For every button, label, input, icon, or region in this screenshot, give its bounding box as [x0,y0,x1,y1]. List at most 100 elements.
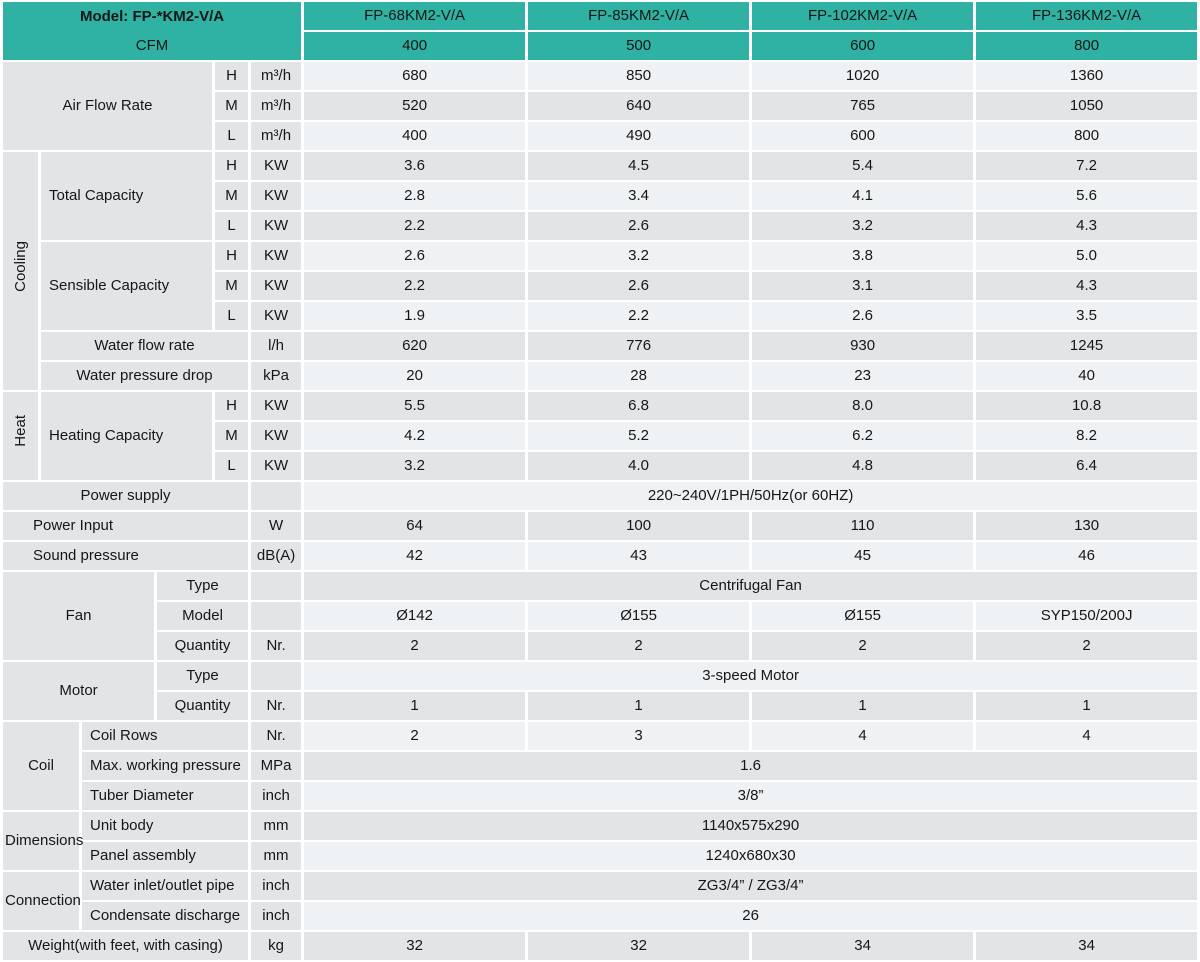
value-cell: 3.8 [752,242,974,270]
value-cell: 1245 [976,332,1198,360]
cfm-label: CFM [135,37,169,54]
value-cell: 3.2 [304,452,526,480]
row-label-coil-rows: Coil Rows [82,722,248,750]
table-row: Panel assembly mm 1240x680x30 [3,842,1198,870]
row-label-fan-quantity: Quantity [157,632,248,660]
row-label-panel-assembly: Panel assembly [82,842,248,870]
row-label-unit-body: Unit body [82,812,248,840]
unit-cell: mm [251,812,302,840]
value-cell: 10.8 [976,392,1198,420]
value-cell: 3.2 [752,212,974,240]
value-cell: 3.4 [528,182,750,210]
unit-cell-empty [251,482,302,510]
model-column-header: FP-68KM2-V/A [304,2,526,30]
table-row: Cooling Total Capacity H KW 3.6 4.5 5.4 … [3,152,1198,390]
value-cell: 5.5 [304,392,526,420]
value-cell-unit-body: 1140x575x290 [304,812,1198,840]
value-cell: 4.3 [976,212,1198,240]
row-label-sensible-capacity: Sensible Capacity [41,242,212,330]
section-label-motor: Motor [3,662,154,720]
unit-cell: kg [251,932,302,960]
value-cell: 1 [752,692,974,720]
value-cell: 4.0 [528,452,750,480]
speed-cell: M [215,422,248,450]
speed-cell: L [215,302,248,330]
row-label-power-input: Power Input [3,512,248,540]
unit-cell: kPa [251,362,302,390]
value-cell: 40 [976,362,1198,390]
value-cell: 6.8 [528,392,750,420]
value-cell: 520 [304,92,526,120]
value-cell: 680 [304,62,526,90]
unit-cell: KW [251,212,302,240]
value-cell: 2 [304,722,526,750]
cfm-value-cell: 600 [752,32,974,60]
unit-cell: KW [251,422,302,450]
value-cell: SYP150/200J [976,602,1198,630]
table-row: Water pressure drop kPa 20 28 23 40 [3,362,1198,390]
value-cell: 2 [976,632,1198,660]
table-row: Dimensions Unit body mm 1140x575x290 [3,812,1198,870]
cfm-value-cell: 500 [528,32,750,60]
value-cell: 23 [752,362,974,390]
value-cell: 800 [976,122,1198,150]
value-cell: 1360 [976,62,1198,90]
value-cell: 7.2 [976,152,1198,180]
table-row: Fan Type Centrifugal Fan [3,572,1198,660]
table-row: Power supply 220~240V/1PH/50Hz(or 60HZ) [3,482,1198,510]
value-cell: 640 [528,92,750,120]
row-label-power-supply: Power supply [3,482,248,510]
value-cell-motor-type: 3-speed Motor [304,662,1198,690]
value-cell: 28 [528,362,750,390]
value-cell: 110 [752,512,974,540]
row-label-tuber-diameter: Tuber Diameter [82,782,248,810]
unit-cell: KW [251,182,302,210]
value-cell-tuber-diameter: 3/8” [304,782,1198,810]
value-cell: 4.1 [752,182,974,210]
row-label-condensate-discharge: Condensate discharge [82,902,248,930]
value-cell: 2 [528,632,750,660]
value-cell: 2.2 [304,212,526,240]
unit-cell: m³/h [251,122,302,150]
unit-cell: l/h [251,332,302,360]
table-row: Quantity Nr. 1 1 1 1 [3,692,1198,720]
table-row: Max. working pressure MPa 1.6 [3,752,1198,780]
section-label-coil: Coil [3,722,79,810]
row-label-motor-quantity: Quantity [157,692,248,720]
unit-cell: mm [251,842,302,870]
value-cell: 3.6 [304,152,526,180]
heat-vertical-text: Heat [12,415,29,447]
model-header-cell: Model: FP-*KM2-V/A CFM [3,2,302,60]
value-cell: 2.2 [304,272,526,300]
value-cell: 600 [752,122,974,150]
table-row: Condensate discharge inch 26 [3,902,1198,930]
unit-cell: Nr. [251,692,302,720]
unit-cell: m³/h [251,92,302,120]
value-cell: 620 [304,332,526,360]
speed-cell: H [215,392,248,420]
section-label-cooling: Cooling [3,152,38,390]
value-cell: 5.2 [528,422,750,450]
value-cell: 5.0 [976,242,1198,270]
unit-cell: KW [251,272,302,300]
value-cell: 20 [304,362,526,390]
value-cell: 46 [976,542,1198,570]
speed-cell: H [215,152,248,180]
speed-cell: M [215,182,248,210]
table-row: Heat Heating Capacity H KW 5.5 6.8 8.0 1… [3,392,1198,480]
value-cell: 3 [528,722,750,750]
row-label-total-capacity: Total Capacity [41,152,212,240]
value-cell: 2.6 [528,212,750,240]
value-cell-water-pipe: ZG3/4” / ZG3/4” [304,872,1198,900]
value-cell: 2.6 [528,272,750,300]
value-cell: 64 [304,512,526,540]
table-row: Tuber Diameter inch 3/8” [3,782,1198,810]
unit-cell: inch [251,872,302,900]
unit-cell: inch [251,782,302,810]
value-cell: Ø155 [752,602,974,630]
table-row: Model Ø142 Ø155 Ø155 SYP150/200J [3,602,1198,630]
model-column-header: FP-85KM2-V/A [528,2,750,30]
unit-cell: W [251,512,302,540]
section-label-fan: Fan [3,572,154,660]
value-cell: 3.1 [752,272,974,300]
